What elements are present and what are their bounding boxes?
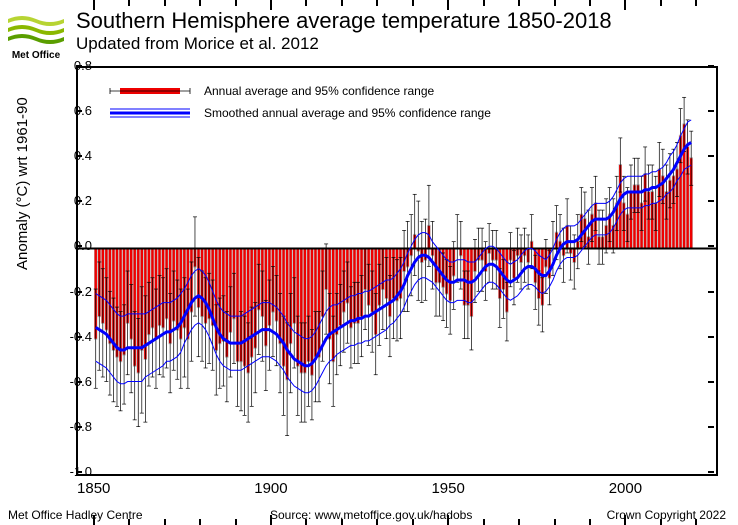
chart-page: { "title":"Southern Hemisphere average t… (0, 0, 738, 525)
legend-row-annual: Annual average and 95% confidence range (110, 80, 491, 102)
ytick (708, 110, 714, 112)
xtick (554, 519, 556, 525)
legend-label-smooth: Smoothed annual average and 95% confiden… (204, 106, 491, 120)
xtick (270, 0, 272, 10)
legend-label-annual: Annual average and 95% confidence range (204, 84, 434, 98)
ytick-label: 0.4 (52, 148, 92, 163)
legend-row-smooth: Smoothed annual average and 95% confiden… (110, 102, 491, 124)
ytick-label: 0.0 (52, 238, 92, 253)
ytick (708, 65, 714, 67)
legend-swatch-smooth (110, 106, 190, 120)
xtick (518, 0, 520, 6)
xtick-label: 2000 (609, 480, 642, 497)
ytick-label: -1.0 (52, 464, 92, 479)
xtick (483, 519, 485, 525)
xtick-label: 1900 (254, 480, 287, 497)
footer-left: Met Office Hadley Centre (8, 508, 143, 522)
footer-mid: Source: www.metoffice.gov.uk/hadobs (270, 508, 472, 522)
ytick (708, 471, 714, 473)
xtick (695, 0, 697, 6)
legend-swatch-annual (110, 84, 190, 98)
ytick-label: -0.2 (52, 284, 92, 299)
xtick (589, 519, 591, 525)
xtick (376, 0, 378, 6)
plot-svg (78, 68, 716, 474)
chart-title: Southern Hemisphere average temperature … (76, 8, 612, 34)
xtick (164, 0, 166, 6)
legend: Annual average and 95% confidence range … (110, 80, 491, 124)
xtick (518, 519, 520, 525)
ytick-label: -0.4 (52, 329, 92, 344)
plot-area (76, 66, 718, 476)
chart-subtitle: Updated from Morice et al. 2012 (76, 34, 319, 54)
ytick (708, 291, 714, 293)
xtick-label: 1850 (77, 480, 110, 497)
ytick (708, 336, 714, 338)
ytick (708, 155, 714, 157)
ytick (708, 381, 714, 383)
ytick-label: 0.8 (52, 58, 92, 73)
ytick (708, 426, 714, 428)
xtick (199, 0, 201, 6)
xtick (305, 0, 307, 6)
metoffice-logo: Met Office (8, 10, 64, 61)
xtick (341, 0, 343, 6)
xtick (128, 0, 130, 6)
xtick (554, 0, 556, 6)
xtick (660, 0, 662, 6)
xtick (164, 519, 166, 525)
ytick-label: 0.6 (52, 103, 92, 118)
ytick-label: -0.6 (52, 374, 92, 389)
ytick-label: -0.8 (52, 419, 92, 434)
xtick (235, 519, 237, 525)
xtick-label: 1950 (431, 480, 464, 497)
xtick (93, 0, 95, 10)
ytick (708, 245, 714, 247)
xtick (624, 0, 626, 10)
xtick (483, 0, 485, 6)
xtick (447, 0, 449, 10)
xtick (412, 0, 414, 6)
xtick (589, 0, 591, 6)
ytick-label: 0.2 (52, 193, 92, 208)
xtick (235, 0, 237, 6)
y-axis-label: Anomaly (°C) wrt 1961-90 (14, 97, 31, 270)
ytick (708, 200, 714, 202)
footer-right: Crown Copyright 2022 (607, 508, 726, 522)
xtick (199, 519, 201, 525)
